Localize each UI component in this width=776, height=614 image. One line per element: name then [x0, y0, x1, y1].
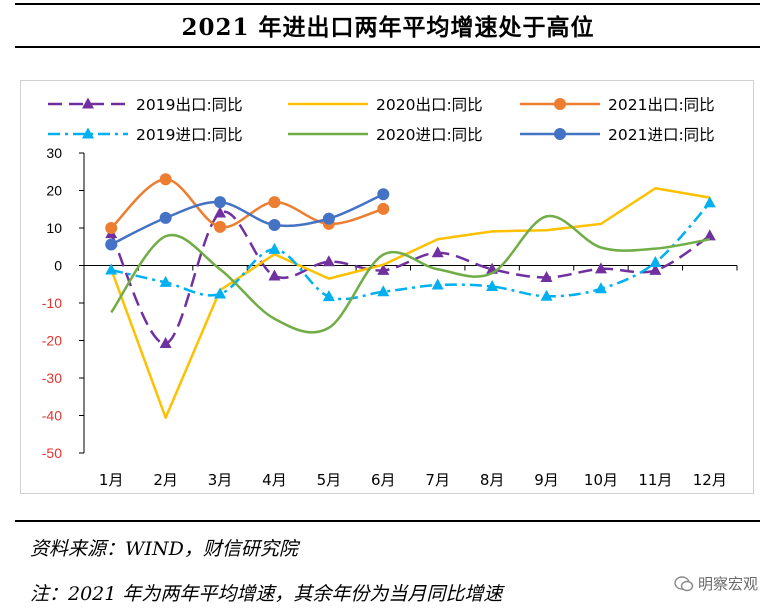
y-tick-label: 30: [46, 145, 62, 161]
data-point-series-6: [105, 238, 118, 251]
x-tick-label: 11月: [638, 471, 672, 489]
data-point-series-6: [377, 188, 390, 201]
legend-label-6: 2021进口:同比: [608, 126, 715, 144]
footnote: 注：2021 年为两年平均增速，其余年份为当月同比增速: [30, 583, 503, 605]
data-point-series-6: [268, 219, 281, 231]
data-point-series-4: [268, 242, 281, 254]
data-point-series-3: [268, 196, 281, 209]
y-tick-label: -40: [42, 408, 62, 424]
series-line-5: [110, 214, 711, 334]
data-point-series-4: [594, 282, 607, 294]
footer-rule: [15, 520, 760, 522]
data-point-series-4: [703, 196, 716, 208]
legend-label-2: 2020出口:同比: [376, 96, 483, 114]
y-tick-label: 20: [46, 183, 62, 199]
data-point-series-3: [214, 220, 227, 233]
x-tick-label: 12月: [693, 471, 727, 489]
x-tick-label: 2月: [153, 471, 178, 489]
data-point-series-3: [159, 173, 172, 186]
x-tick-label: 9月: [534, 471, 559, 489]
y-tick-label: -10: [42, 295, 62, 311]
data-point-series-1: [268, 269, 281, 281]
data-point-series-1: [322, 255, 335, 267]
legend-label-4: 2019进口:同比: [136, 126, 243, 144]
data-point-series-4: [322, 290, 335, 302]
series-line-3: [110, 177, 384, 229]
data-point-series-6: [214, 196, 227, 209]
y-tick-label: 0: [54, 258, 62, 274]
data-point-series-4: [540, 289, 553, 301]
data-point-series-1: [594, 262, 607, 274]
data-point-series-6: [322, 212, 335, 225]
x-tick-label: 10月: [584, 471, 618, 489]
legend-label-1: 2019出口:同比: [136, 96, 243, 114]
series-line-2: [110, 187, 711, 419]
wechat-logo-icon: [674, 574, 694, 594]
x-tick-label: 5月: [317, 471, 342, 489]
series-line-1: [110, 210, 711, 345]
x-tick-label: 7月: [425, 471, 450, 489]
data-point-series-6: [159, 211, 172, 224]
y-tick-label: -30: [42, 370, 62, 386]
data-point-series-1: [649, 263, 662, 275]
x-tick-label: 8月: [480, 471, 505, 489]
source-note: 资料来源：WIND，财信研究院: [30, 538, 298, 560]
data-point-series-4: [214, 287, 227, 299]
data-point-series-1: [431, 246, 444, 258]
x-tick-label: 1月: [99, 471, 124, 489]
data-point-series-1: [214, 206, 227, 218]
data-point-series-3: [377, 202, 390, 215]
watermark-text: 明察宏观: [697, 575, 758, 593]
data-point-series-4: [105, 263, 118, 275]
legend-marker-1: [82, 97, 94, 109]
data-point-series-1: [377, 263, 390, 275]
legend-label-3: 2021出口:同比: [608, 96, 715, 114]
data-point-series-1: [159, 337, 172, 348]
title-rule-top: [15, 3, 760, 5]
title-rule-bottom: [15, 46, 760, 48]
page-title: 2021 年进出口两年平均增速处于高位: [181, 14, 595, 41]
y-tick-label: 10: [46, 220, 62, 236]
x-tick-label: 3月: [208, 471, 233, 489]
y-tick-label: -20: [42, 333, 62, 349]
data-point-series-4: [486, 280, 499, 291]
x-tick-label: 6月: [371, 471, 396, 489]
data-point-series-4: [431, 278, 444, 290]
series-line-6: [110, 193, 384, 246]
data-point-series-1: [703, 229, 716, 241]
data-point-series-4: [159, 275, 172, 287]
watermark: 明察宏观: [674, 573, 758, 594]
line-chart: 30 20 10 0 -10 -20 -30 -40 -50 1月 2月 3月 4月 5月 6月 7月 8月 9月…: [42, 96, 738, 489]
y-tick-label: -50: [42, 445, 62, 461]
data-point-series-1: [540, 271, 553, 282]
chart-frame: [20, 80, 754, 494]
legend-marker-6: [554, 128, 566, 140]
data-point-series-3: [105, 222, 118, 234]
legend-label-5: 2020进口:同比: [376, 126, 483, 144]
legend-marker-4: [82, 127, 94, 139]
data-point-series-4: [377, 285, 390, 297]
data-point-series-4: [649, 256, 662, 267]
legend-marker-3: [554, 98, 566, 110]
x-tick-label: 4月: [262, 471, 287, 489]
series-line-4: [110, 202, 711, 301]
